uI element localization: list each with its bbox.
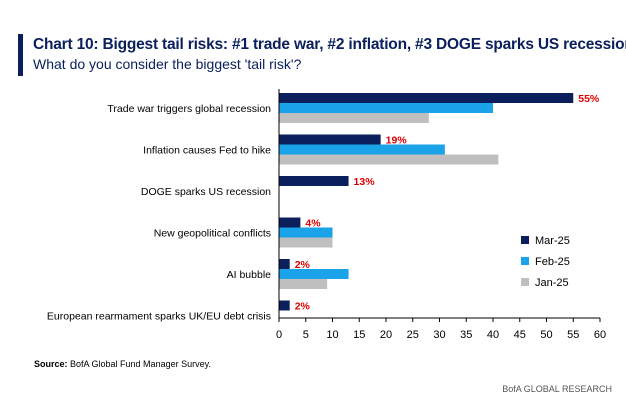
bar-mar-25 [279, 259, 290, 269]
x-tick-label: 60 [594, 329, 606, 341]
legend-swatch [521, 278, 529, 286]
x-tick-label: 20 [380, 329, 392, 341]
x-tick-label: 45 [514, 329, 526, 341]
x-tick-label: 15 [353, 329, 365, 341]
x-tick-label: 30 [433, 329, 445, 341]
data-label: 19% [386, 135, 408, 147]
data-label: 4% [305, 218, 321, 230]
bar-jan-25 [279, 279, 328, 289]
category-label: AI bubble [227, 269, 272, 281]
bar-mar-25 [279, 176, 349, 186]
data-label: 2% [295, 259, 311, 271]
bar-mar-25 [279, 217, 301, 228]
legend-label: Feb-25 [535, 256, 570, 268]
source-text: BofA Global Fund Manager Survey. [67, 359, 211, 369]
data-label: 13% [354, 176, 376, 188]
category-label: New geopolitical conflicts [154, 228, 271, 240]
bar-feb-25 [279, 103, 493, 113]
bar-jan-25 [279, 237, 333, 248]
bar-feb-25 [279, 269, 349, 279]
x-tick-label: 25 [407, 329, 419, 341]
legend-label: Mar-25 [535, 235, 570, 247]
data-label: 55% [578, 93, 600, 105]
bar-mar-25 [279, 300, 290, 311]
legend-swatch [521, 236, 529, 244]
source-label: Source: [34, 359, 68, 369]
bar-jan-25 [279, 113, 429, 123]
x-tick-label: 55 [567, 329, 579, 341]
footer-brand: BofA GLOBAL RESEARCH [502, 384, 612, 394]
bar-mar-25 [279, 93, 574, 103]
source-note: Source: BofA Global Fund Manager Survey. [34, 359, 211, 369]
category-label: European rearmament sparks UK/EU debt cr… [47, 311, 271, 323]
legend-label: Jan-25 [535, 277, 569, 289]
x-tick-label: 35 [460, 329, 472, 341]
title-accent-bar [18, 34, 23, 76]
bar-feb-25 [279, 227, 333, 238]
chart-title: Chart 10: Biggest tail risks: #1 trade w… [33, 36, 626, 53]
bar-mar-25 [279, 134, 381, 145]
category-label: Inflation causes Fed to hike [143, 145, 271, 157]
legend-swatch [521, 257, 529, 265]
x-tick-label: 10 [326, 329, 338, 341]
x-tick-label: 50 [540, 329, 552, 341]
category-label: Trade war triggers global recession [107, 103, 271, 115]
x-tick-label: 0 [276, 329, 282, 341]
x-tick-label: 5 [303, 329, 309, 341]
bar-feb-25 [279, 144, 445, 155]
category-label: DOGE sparks US recession [141, 186, 271, 198]
chart-subtitle: What do you consider the biggest 'tail r… [33, 56, 302, 72]
x-tick-label: 40 [487, 329, 499, 341]
bar-jan-25 [279, 154, 499, 165]
data-label: 2% [295, 301, 311, 313]
